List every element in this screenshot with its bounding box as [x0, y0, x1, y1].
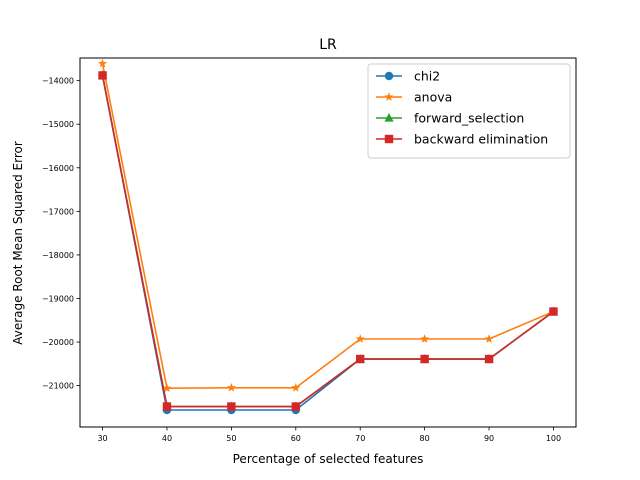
legend-label: forward_selection: [414, 111, 524, 126]
data-point: [484, 354, 494, 364]
y-tick-label: −20000: [42, 338, 74, 347]
x-axis-label: Percentage of selected features: [233, 452, 424, 466]
series-line: [101, 75, 554, 408]
data-point: [420, 334, 430, 343]
data-point: [162, 402, 172, 411]
series-line: [101, 63, 554, 390]
y-tick-label: −16000: [42, 164, 74, 173]
data-point: [97, 58, 108, 68]
data-point: [549, 307, 558, 316]
x-tick-label: 80: [420, 434, 430, 443]
legend-marker: [384, 134, 394, 144]
y-tick-label: −15000: [42, 120, 74, 129]
tick-layer: 30 40 50 60 70 80 90 100 −14000 −15000 −16000 −1700…: [42, 77, 561, 443]
y-tick-label: −19000: [42, 294, 74, 303]
data-point: [420, 354, 429, 364]
legend-label: backward elimination: [414, 132, 548, 147]
legend-item: backward elimination: [376, 132, 548, 147]
x-tick-label: 60: [291, 434, 301, 443]
data-point: [98, 71, 107, 80]
legend-item: chi2: [376, 69, 440, 84]
data-point: [355, 334, 365, 343]
data-point: [162, 383, 172, 393]
data-point: [226, 382, 236, 392]
y-tick-label: −18000: [42, 251, 74, 260]
series-backward-elimination: [98, 71, 558, 411]
x-tick-label: 100: [546, 434, 561, 443]
data-point: [227, 402, 236, 411]
data-point: [356, 354, 365, 364]
x-tick-label: 50: [226, 434, 236, 443]
series-layer: [97, 58, 559, 415]
data-point: [484, 334, 494, 343]
y-tick-label: −21000: [42, 382, 74, 391]
chart-title: LR: [319, 37, 337, 53]
data-point: [291, 402, 300, 411]
legend-marker: [384, 113, 394, 122]
legend-marker: [384, 92, 394, 101]
y-tick-label: −17000: [42, 207, 74, 216]
legend-item: anova: [376, 90, 452, 105]
y-axis-label: Average Root Mean Squared Error: [11, 141, 25, 345]
x-tick-label: 40: [162, 434, 172, 443]
legend-label: anova: [414, 90, 452, 105]
x-tick-label: 90: [484, 434, 494, 443]
legend-item: forward_selection: [376, 111, 524, 126]
x-tick-label: 70: [355, 434, 365, 443]
legend-label: chi2: [414, 69, 440, 84]
legend: chi2 anova forward_selection backward elimi…: [367, 63, 571, 159]
data-point: [291, 382, 301, 392]
legend-marker: [384, 71, 394, 81]
legend-box: [367, 63, 571, 159]
plot-frame: [79, 57, 577, 428]
x-tick-label: 30: [97, 434, 107, 443]
y-tick-label: −14000: [42, 77, 74, 86]
